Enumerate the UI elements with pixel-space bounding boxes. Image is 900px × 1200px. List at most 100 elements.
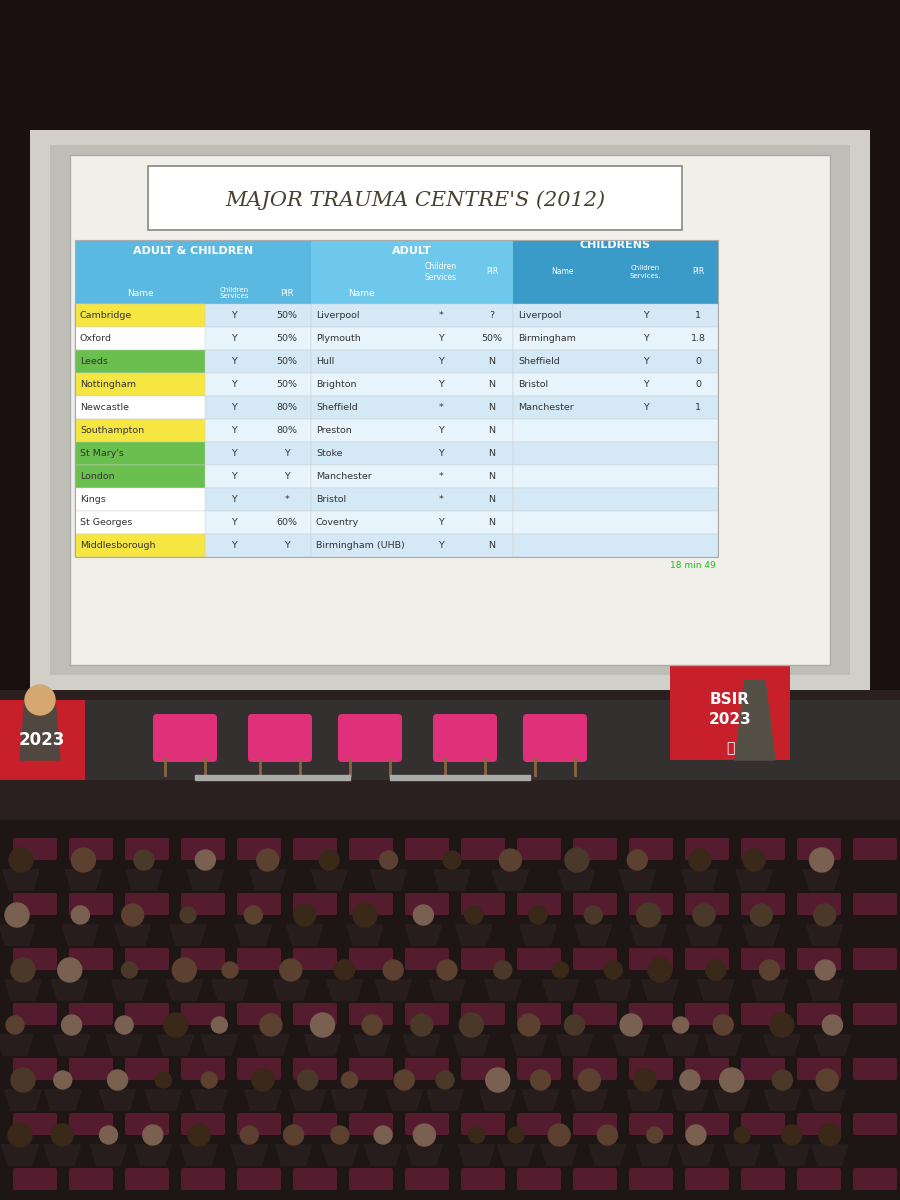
Text: N: N [489,494,496,504]
Text: Name: Name [552,268,574,276]
Circle shape [11,1068,35,1092]
Text: Y: Y [438,426,444,434]
Circle shape [108,1070,128,1090]
FancyBboxPatch shape [741,893,785,914]
Polygon shape [520,925,556,946]
Bar [513,464,718,488]
Polygon shape [106,1034,142,1055]
Circle shape [720,1068,743,1092]
Text: 0: 0 [695,358,701,366]
Text: Name: Name [347,288,374,298]
Polygon shape [556,1034,592,1055]
Polygon shape [559,870,595,890]
Bar [75,488,311,511]
Bar [75,442,205,464]
Polygon shape [806,925,842,946]
Circle shape [122,904,144,926]
Text: *: * [438,403,444,412]
Circle shape [584,906,602,924]
Text: Y: Y [438,334,444,343]
Text: 50%: 50% [276,358,298,366]
FancyBboxPatch shape [405,1168,449,1190]
Circle shape [260,1014,282,1036]
Polygon shape [672,1090,708,1110]
Bar [513,304,718,326]
FancyBboxPatch shape [573,838,617,860]
Text: Y: Y [643,358,648,366]
FancyBboxPatch shape [293,1003,337,1025]
Polygon shape [20,700,60,760]
Text: Children
Services: Children Services [425,263,457,282]
Polygon shape [327,980,363,1000]
Text: 50%: 50% [482,334,502,343]
FancyBboxPatch shape [573,893,617,914]
FancyBboxPatch shape [461,1058,505,1080]
Polygon shape [434,870,470,890]
Text: Middlesborough: Middlesborough [80,541,156,550]
FancyBboxPatch shape [349,1058,393,1080]
Text: Oxford: Oxford [80,334,112,343]
Polygon shape [91,1145,127,1165]
Text: Y: Y [438,541,444,550]
Text: 1: 1 [695,311,701,320]
Bar [75,326,205,350]
Polygon shape [5,980,41,1000]
FancyBboxPatch shape [125,1058,169,1080]
Polygon shape [273,980,309,1000]
Circle shape [8,1123,32,1147]
Circle shape [25,685,55,715]
Polygon shape [427,1090,463,1110]
Bar [75,464,205,488]
Bar [75,262,311,282]
FancyBboxPatch shape [685,1168,729,1190]
Bar [75,396,311,419]
Circle shape [734,1127,751,1142]
Polygon shape [231,1145,267,1165]
Polygon shape [485,980,521,1000]
FancyBboxPatch shape [461,893,505,914]
Circle shape [772,1070,792,1090]
FancyBboxPatch shape [741,1168,785,1190]
Circle shape [464,906,482,924]
Polygon shape [2,1145,38,1165]
Text: London: London [80,472,114,481]
FancyBboxPatch shape [405,1114,449,1135]
FancyBboxPatch shape [181,1058,225,1080]
Text: Birmingham (UHB): Birmingham (UHB) [316,541,405,550]
FancyBboxPatch shape [461,1114,505,1135]
FancyBboxPatch shape [349,893,393,914]
Circle shape [508,1127,524,1142]
Polygon shape [492,870,528,890]
Text: 50%: 50% [276,334,298,343]
Circle shape [486,1068,509,1092]
Polygon shape [365,1145,401,1165]
FancyBboxPatch shape [125,1003,169,1025]
FancyBboxPatch shape [237,948,281,970]
Text: Name: Name [127,288,153,298]
Polygon shape [0,1034,33,1055]
FancyBboxPatch shape [125,1114,169,1135]
Polygon shape [404,1034,440,1055]
Polygon shape [112,980,148,1000]
Circle shape [100,1126,118,1144]
Polygon shape [191,1090,227,1110]
Circle shape [751,904,772,926]
FancyBboxPatch shape [797,1058,841,1080]
Text: Manchester: Manchester [316,472,372,481]
Circle shape [188,1124,210,1146]
Polygon shape [375,980,411,1000]
Circle shape [394,1070,414,1090]
Polygon shape [543,980,579,1000]
Circle shape [280,959,302,982]
Text: 2023: 2023 [19,731,65,749]
FancyBboxPatch shape [685,893,729,914]
FancyBboxPatch shape [181,838,225,860]
Circle shape [436,1070,454,1090]
Polygon shape [5,1090,41,1110]
FancyBboxPatch shape [573,1168,617,1190]
FancyBboxPatch shape [685,1003,729,1025]
Polygon shape [45,1090,81,1110]
Polygon shape [764,1090,800,1110]
FancyBboxPatch shape [405,1003,449,1025]
FancyBboxPatch shape [797,1114,841,1135]
